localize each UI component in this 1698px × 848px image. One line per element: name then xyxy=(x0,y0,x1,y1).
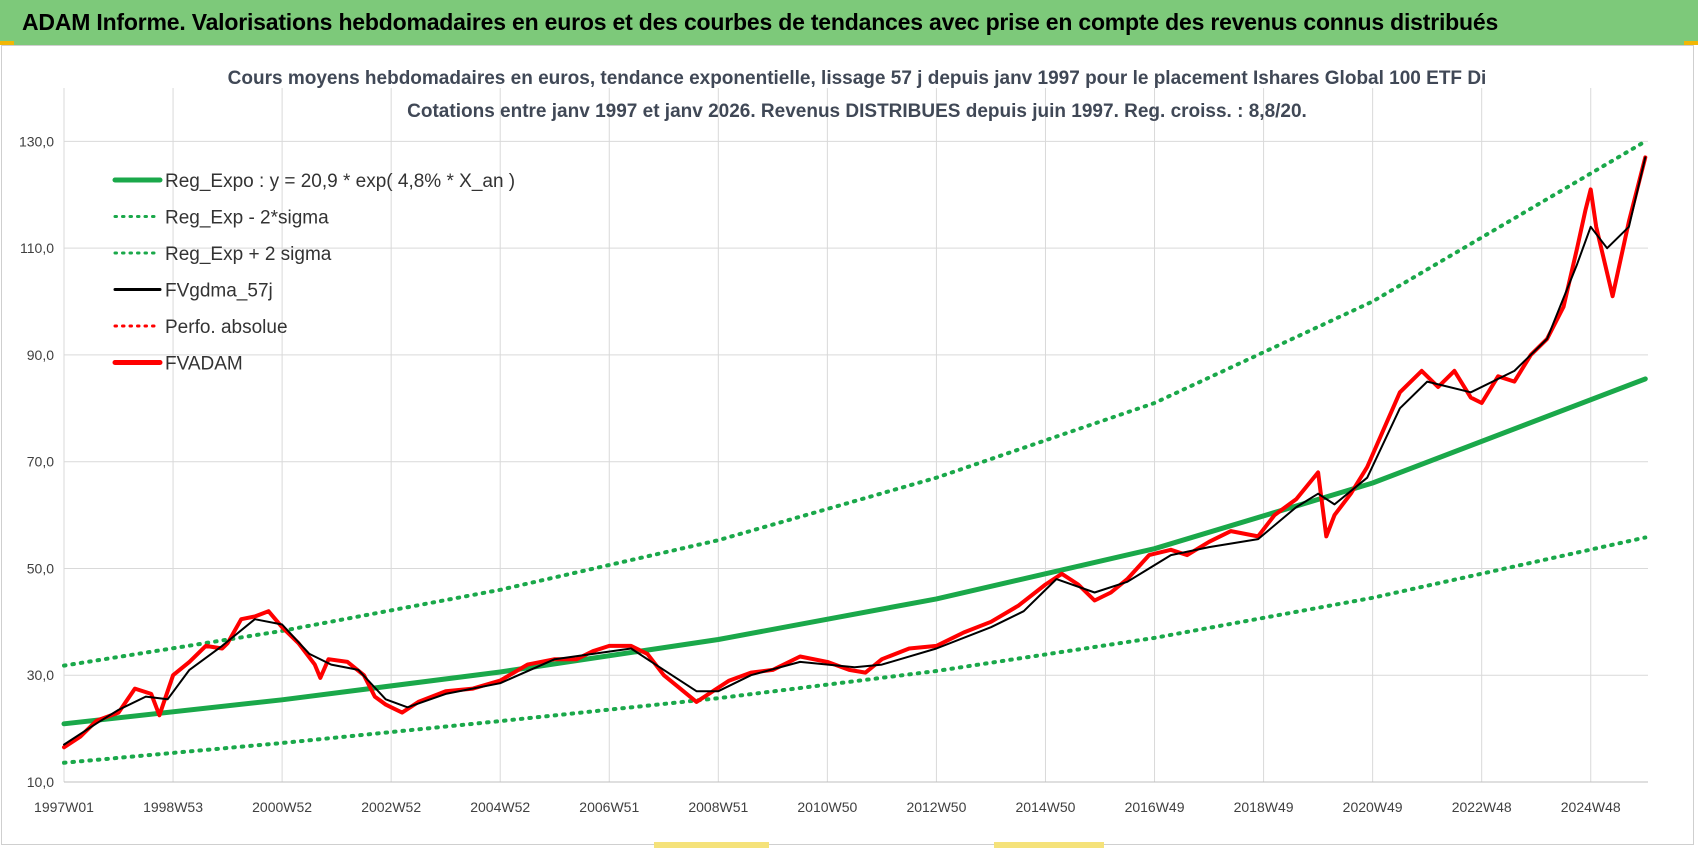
x-tick-label: 2004W52 xyxy=(470,799,530,815)
x-tick-label: 2008W51 xyxy=(688,799,748,815)
legend-label: Reg_Exp - 2*sigma xyxy=(165,208,329,229)
chart-title: Cours moyens hebdomadaires en euros, ten… xyxy=(228,68,1487,89)
grid xyxy=(63,88,1648,783)
legend-label: Reg_Expo : y = 20,9 * exp( 4,8% * X_an ) xyxy=(165,171,515,192)
series-reg-expo xyxy=(61,376,1648,727)
chart-frame xyxy=(1,45,1694,845)
x-tick-label: 2022W48 xyxy=(1452,799,1512,815)
y-tick-label: 90,0 xyxy=(27,347,54,363)
legend-label: FVADAM xyxy=(165,354,243,375)
corner-mark-left xyxy=(0,41,14,45)
x-axis: 1997W01 1998W53 2000W52 2002W52 2004W52 2006W… xyxy=(34,781,1648,815)
banner-title: ADAM Informe. Valorisations hebdomadaire… xyxy=(0,0,1698,45)
y-tick-label: 30,0 xyxy=(27,667,54,683)
x-tick-label: 2018W49 xyxy=(1234,799,1294,815)
y-tick-label: 130,0 xyxy=(19,133,54,149)
x-tick-label: 2020W49 xyxy=(1343,799,1403,815)
x-tick-label: 2000W52 xyxy=(252,799,312,815)
x-tick-label: 2014W50 xyxy=(1016,799,1076,815)
corner-mark-right xyxy=(1684,41,1698,45)
x-tick-label: 1997W01 xyxy=(34,799,94,815)
series-fvgdma-57j xyxy=(63,156,1647,746)
series-reg-minus-2sigma xyxy=(62,535,1648,765)
x-tick-label: 2002W52 xyxy=(361,799,421,815)
x-tick-label: 2016W49 xyxy=(1125,799,1185,815)
legend-label: FVgdma_57j xyxy=(165,281,273,302)
series-reg-plus-2sigma xyxy=(62,139,1648,668)
legend: Reg_Expo : y = 20,9 * exp( 4,8% * X_an )… xyxy=(112,171,515,375)
bottom-strip-2 xyxy=(994,842,1104,848)
y-tick-label: 110,0 xyxy=(20,240,54,256)
y-tick-label: 70,0 xyxy=(27,454,54,470)
chart-subtitle: Cotations entre janv 1997 et janv 2026. … xyxy=(407,101,1307,122)
x-tick-label: 2010W50 xyxy=(797,799,857,815)
series-group xyxy=(61,139,1648,765)
bottom-strip-1 xyxy=(654,842,769,848)
x-tick-label: 2024W48 xyxy=(1561,799,1621,815)
legend-label: Reg_Exp + 2 sigma xyxy=(165,244,332,265)
x-tick-label: 1998W53 xyxy=(143,799,203,815)
legend-label: Perfo. absolue xyxy=(165,317,288,338)
y-tick-label: 50,0 xyxy=(27,560,54,576)
y-axis: 10,0 30,0 50,0 70,0 90,0 110,0 130,0 xyxy=(19,133,54,790)
x-tick-label: 2012W50 xyxy=(906,799,966,815)
x-tick-label: 2006W51 xyxy=(579,799,639,815)
y-tick-label: 10,0 xyxy=(27,774,54,790)
